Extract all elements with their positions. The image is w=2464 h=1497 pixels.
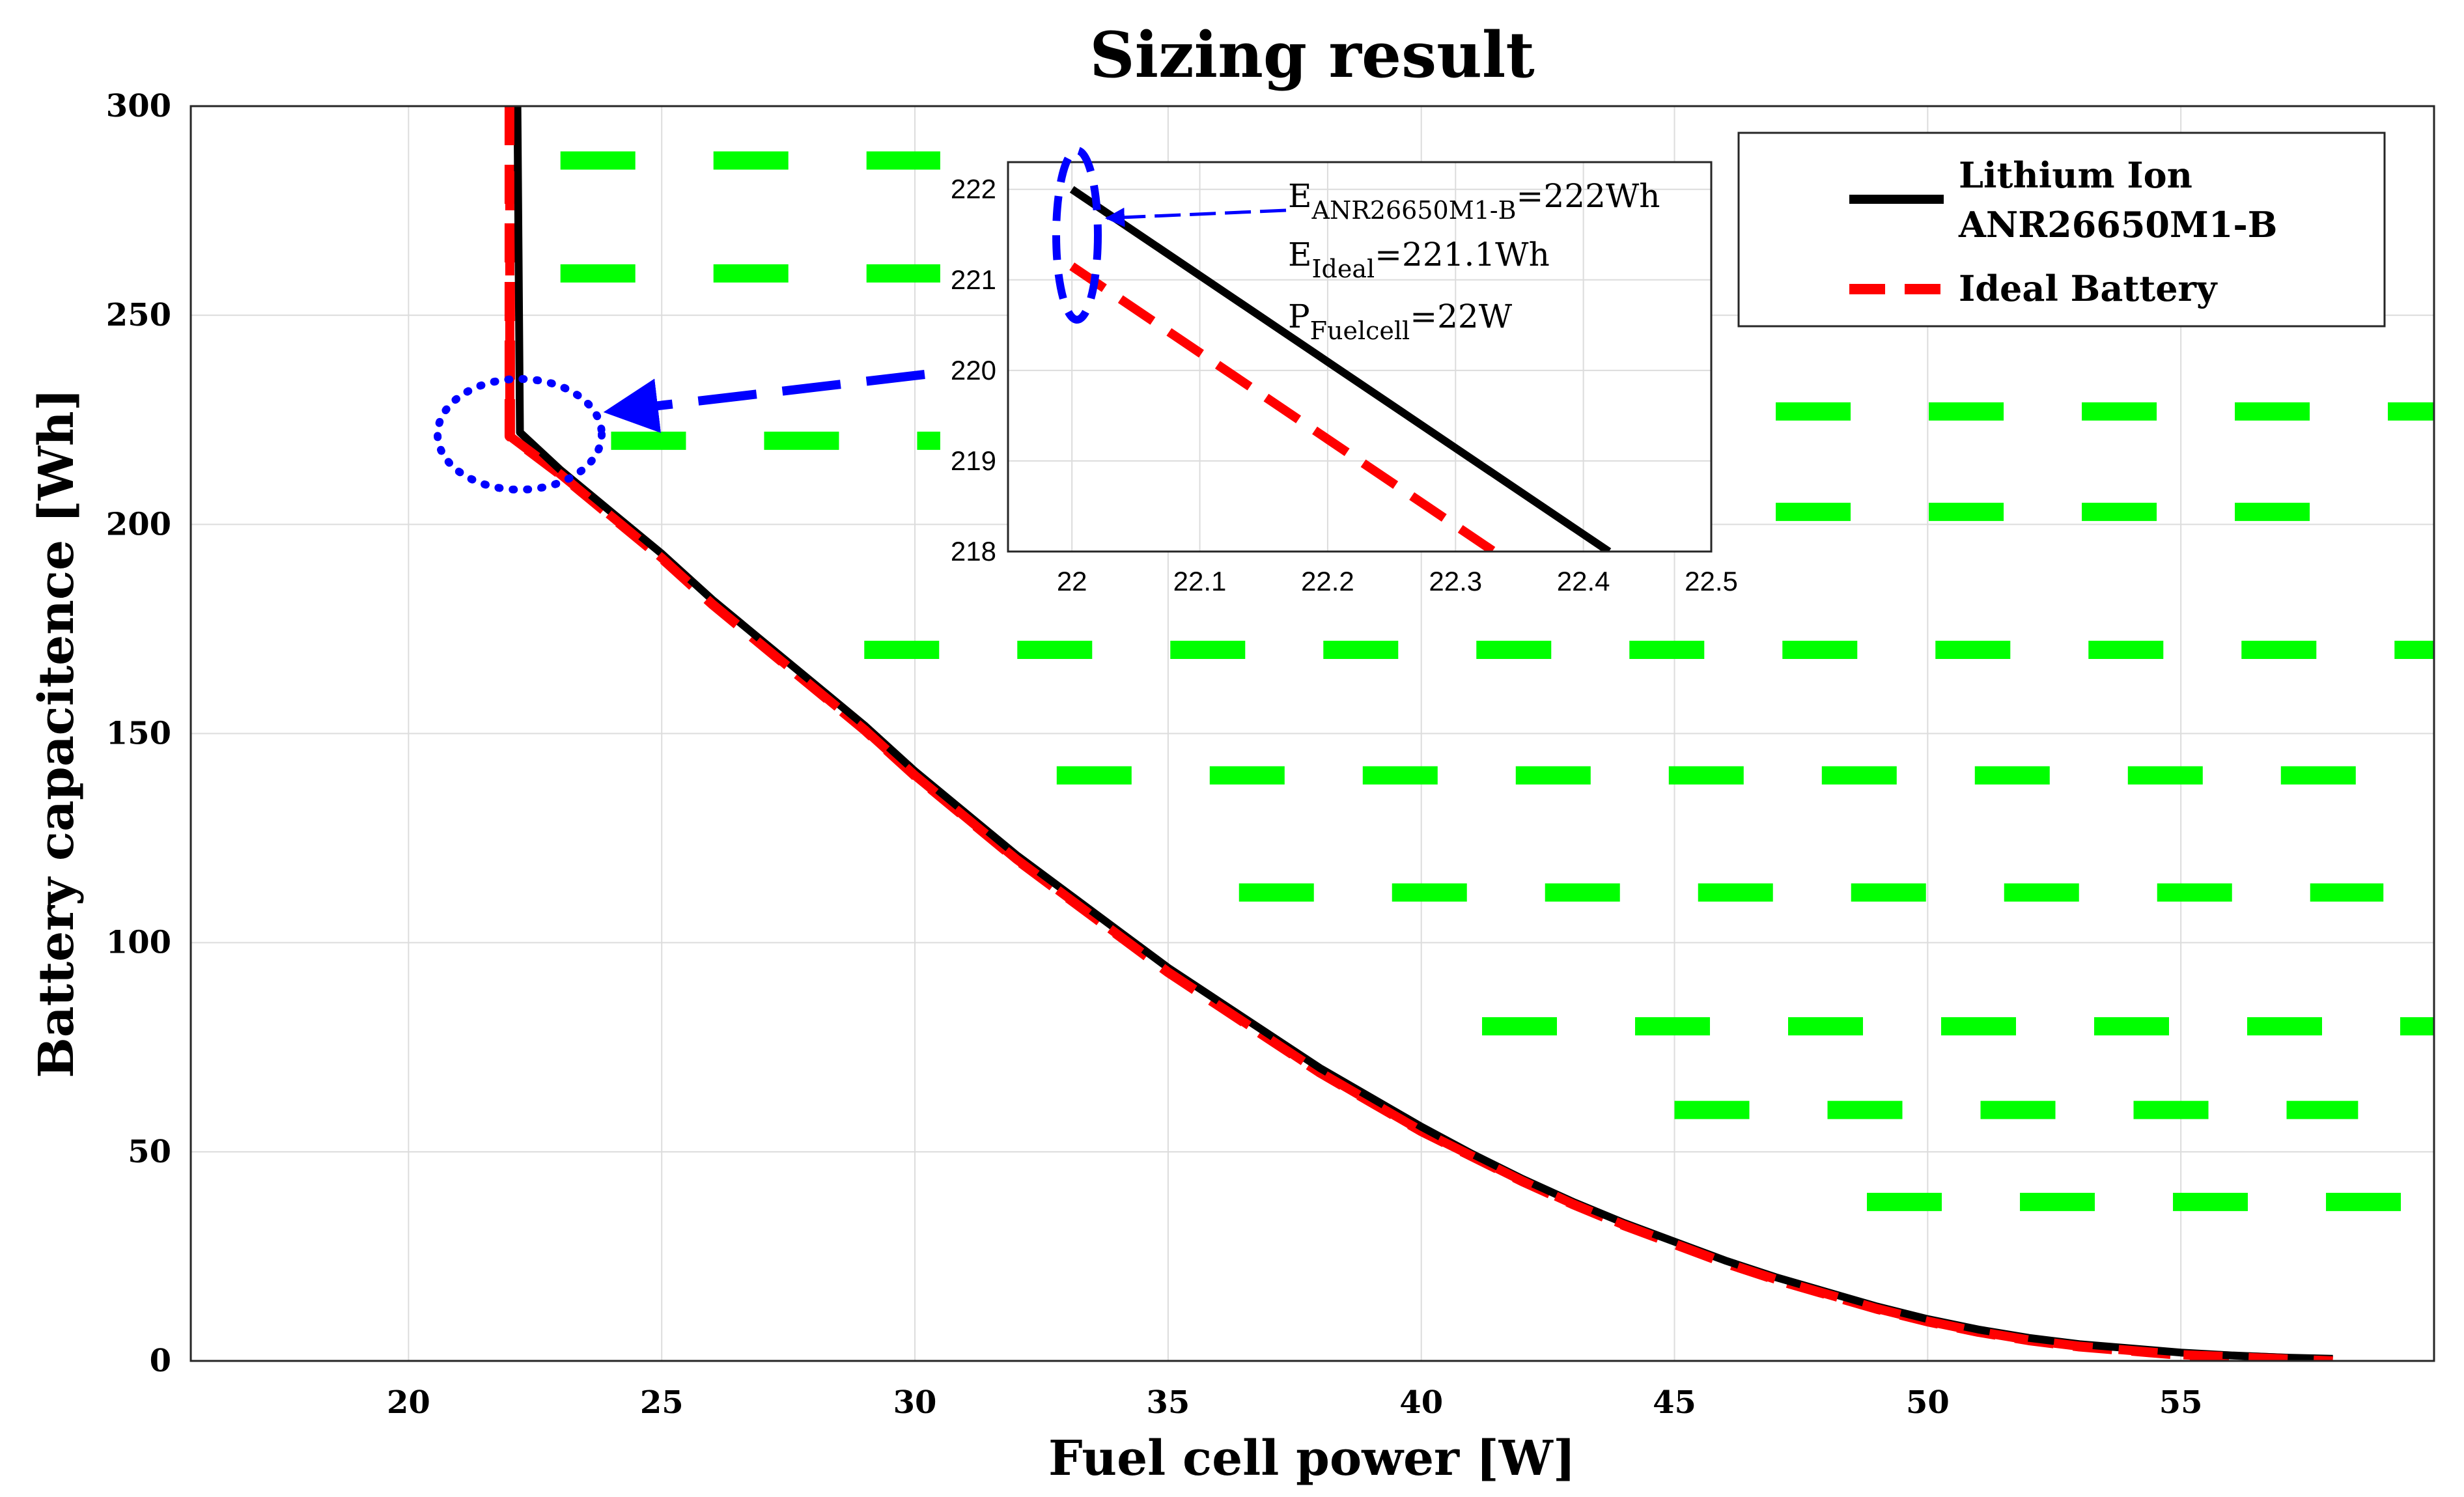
inset-y-tick-label: 219	[951, 445, 996, 476]
zoom-region-marker	[434, 375, 606, 494]
x-tick-label: 55	[2159, 1384, 2203, 1421]
zoom-arrow	[603, 370, 925, 433]
x-tick-label: 50	[1906, 1384, 1950, 1421]
infeasible-region	[560, 151, 2434, 1211]
inset-annotation-arrow	[1105, 207, 1287, 227]
legend: Lithium Ion ANR26650M1-B Ideal Battery	[1737, 132, 2386, 328]
x-axis-label: Fuel cell power [W]	[1048, 1431, 1576, 1487]
y-tick-label: 250	[106, 297, 171, 333]
inset-x-tick-label: 22.4	[1557, 566, 1610, 596]
series-line-ideal-battery-overlay	[505, 106, 2333, 1361]
inset-series	[1069, 186, 1612, 552]
y-tick-label: 100	[106, 925, 171, 961]
plot-frame	[189, 105, 2435, 1362]
legend-label-ideal-battery: Ideal Battery	[1959, 268, 2218, 309]
inset-x-tick-label: 22	[1057, 566, 1087, 596]
legend-label-lithium-ion: Lithium Ion	[1959, 154, 2192, 196]
inset-line-lithium-ion	[1069, 186, 1612, 552]
inset-tick-labels: 22 22.1 22.2 22.3 22.4 22.5 218 219 220 221 222	[951, 174, 1738, 596]
x-tick-label: 20	[387, 1384, 430, 1421]
x-tick-label: 30	[893, 1384, 937, 1421]
inset-annotations: EANR26650M1-B=222Wh EIdeal=221.1Wh PFuelce…	[1288, 177, 1660, 345]
inset-x-tick-label: 22.1	[1173, 566, 1227, 596]
y-axis-label: Battery capacitence [Wh]	[29, 388, 85, 1078]
inset-frame	[1007, 161, 1713, 553]
inset-gridlines	[1008, 162, 1712, 552]
y-tick-label: 150	[106, 716, 171, 752]
inset-line-ideal-battery	[1069, 262, 1497, 552]
y-tick-label: 300	[106, 88, 171, 124]
x-tick-label: 35	[1146, 1384, 1190, 1421]
y-tick-label: 50	[128, 1134, 171, 1170]
inset-highlight-ellipse	[1052, 147, 1102, 324]
x-tick-label: 45	[1653, 1384, 1696, 1421]
main-tick-labels: 20 25 30 35 40 45 50 55 0 50 100 150 200 250 300	[106, 88, 2203, 1421]
inset-y-tick-label: 218	[951, 536, 996, 567]
y-tick-label: 200	[106, 506, 171, 542]
inset-y-tick-label: 222	[951, 174, 996, 204]
main-series	[504, 106, 2333, 1361]
inset-annotation-1: EIdeal=221.1Wh	[1288, 236, 1550, 283]
x-tick-label: 25	[640, 1384, 684, 1421]
inset-annotation-2: PFuelcell=22W	[1288, 298, 1513, 345]
chart-title: Sizing result	[1089, 18, 1534, 92]
y-tick-label: 0	[150, 1343, 171, 1379]
legend-label-lithium-ion: ANR26650M1-B	[1958, 204, 2277, 245]
x-tick-label: 40	[1399, 1384, 1443, 1421]
inset-y-tick-label: 221	[951, 264, 996, 295]
inset-y-tick-label: 220	[951, 355, 996, 385]
legend-box	[1737, 132, 2386, 328]
inset-x-tick-label: 22.2	[1301, 566, 1354, 596]
inset-x-tick-label: 22.5	[1685, 566, 1738, 596]
inset-x-tick-label: 22.3	[1429, 566, 1482, 596]
inset-annotation-0: EANR26650M1-B=222Wh	[1288, 177, 1660, 225]
